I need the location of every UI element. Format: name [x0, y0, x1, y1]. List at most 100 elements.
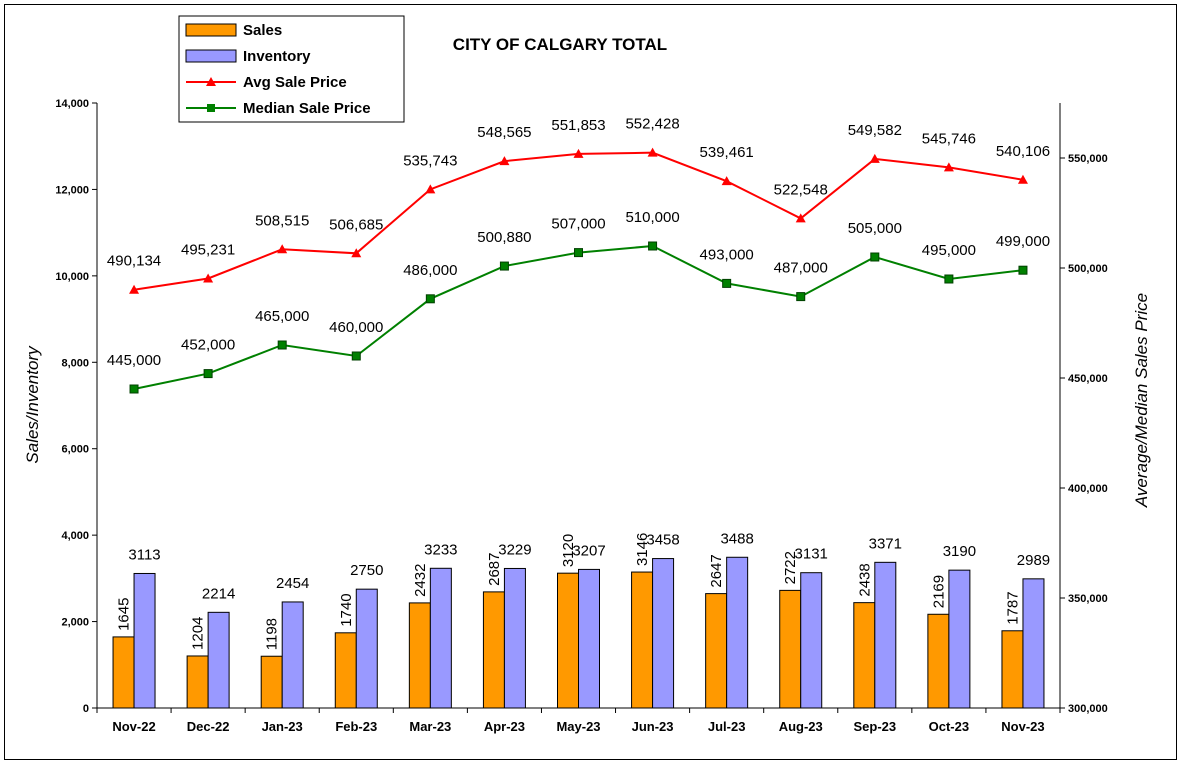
median-price-marker [1018, 265, 1028, 275]
avg-price-marker [943, 162, 954, 172]
avg-price-data-label: 490,134 [107, 253, 161, 270]
left-tick-label: 12,000 [55, 184, 89, 196]
inventory-data-label: 2214 [202, 585, 235, 602]
avg-price-marker [647, 147, 658, 157]
sales-bar [260, 655, 283, 709]
sales-data-label: 1204 [190, 617, 207, 650]
sales-bar [186, 655, 209, 709]
avg-price-marker [277, 244, 288, 254]
sales-data-label: 1645 [116, 598, 133, 631]
avg-price-marker [129, 284, 140, 294]
right-tick-label: 350,000 [1068, 593, 1108, 605]
sales-data-label: 2438 [856, 563, 873, 596]
legend-label: Inventory [243, 48, 311, 65]
median-price-marker [648, 241, 658, 251]
legend-avg-marker [206, 77, 216, 86]
sales-bar [705, 593, 728, 709]
avg-price-data-label: 495,231 [181, 241, 235, 258]
median-price-marker [203, 369, 213, 379]
sales-data-label: 2687 [486, 553, 503, 586]
inventory-data-label: 3458 [646, 532, 679, 549]
inventory-data-label: 3488 [720, 530, 753, 547]
left-tick-label: 4,000 [61, 530, 89, 542]
median-price-data-label: 465,000 [255, 308, 309, 325]
median-price-data-label: 452,000 [181, 337, 235, 354]
inventory-data-label: 2989 [1017, 552, 1050, 569]
median-price-data-label: 507,000 [551, 216, 605, 233]
sales-bar [112, 636, 135, 709]
x-tick-label: Oct-23 [929, 719, 969, 734]
inventory-data-label: 3229 [498, 541, 531, 558]
sales-bar [557, 572, 579, 709]
avg-price-data-label: 551,853 [551, 117, 605, 134]
sales-bar [408, 602, 431, 709]
inventory-data-label: 3207 [572, 542, 605, 559]
x-tick-label: Aug-23 [779, 719, 823, 734]
median-price-data-label: 495,000 [922, 242, 976, 259]
sales-data-label: 2722 [782, 551, 799, 584]
legend-label: Avg Sale Price [243, 74, 347, 91]
sales-data-label: 2169 [930, 575, 947, 608]
legend-label: Median Sale Price [243, 100, 371, 117]
avg-price-marker [721, 176, 732, 186]
x-tick-label: Apr-23 [484, 719, 525, 734]
avg-price-data-label: 548,565 [477, 124, 531, 141]
sales-data-label: 3120 [560, 534, 577, 567]
legend-sales-swatch [185, 23, 237, 37]
avg-price-marker [425, 184, 436, 194]
inventory-data-label: 2750 [350, 562, 383, 579]
right-tick-label: 300,000 [1068, 703, 1108, 715]
x-tick-label: Nov-23 [1001, 719, 1044, 734]
avg-price-marker [499, 156, 510, 166]
avg-price-data-label: 549,582 [848, 122, 902, 139]
avg-price-marker [795, 213, 806, 223]
sales-data-label: 2647 [708, 554, 725, 587]
median-price-data-label: 505,000 [848, 220, 902, 237]
median-price-marker [129, 384, 139, 394]
left-tick-label: 10,000 [55, 271, 89, 283]
inventory-bar [578, 568, 600, 709]
sales-data-label: 2432 [412, 564, 429, 597]
x-tick-label: Mar-23 [409, 719, 451, 734]
x-tick-label: Dec-22 [187, 719, 230, 734]
legend-label: Sales [243, 22, 282, 39]
inventory-data-label: 3113 [128, 546, 160, 563]
avg-price-marker [869, 153, 880, 163]
median-price-marker [796, 292, 806, 302]
inventory-bar [948, 569, 971, 709]
avg-price-data-label: 552,428 [625, 116, 679, 133]
legend-inventory-swatch [185, 49, 237, 63]
inventory-bar [800, 572, 823, 709]
inventory-data-label: 3190 [943, 543, 976, 560]
avg-price-data-label: 539,461 [700, 144, 754, 161]
y-axis-title: Sales/Inventory [23, 345, 42, 464]
sales-bar [779, 589, 802, 709]
x-tick-label: Feb-23 [335, 719, 377, 734]
inventory-data-label: 3371 [869, 535, 902, 552]
left-tick-label: 6,000 [61, 444, 89, 456]
x-tick-label: Jul-23 [708, 719, 746, 734]
x-tick-label: Jun-23 [632, 719, 674, 734]
left-tick-label: 0 [83, 703, 89, 715]
median-price-marker [722, 278, 732, 288]
avg-price-marker [573, 148, 584, 158]
avg-price-marker [203, 273, 214, 283]
avg-price-data-label: 545,746 [922, 130, 976, 147]
sales-data-label: 3146 [634, 533, 651, 566]
inventory-bar [726, 556, 749, 709]
right-tick-label: 500,000 [1068, 263, 1108, 275]
sales-data-label: 1198 [264, 618, 281, 650]
sales-bar [1001, 630, 1024, 709]
median-price-marker [574, 248, 583, 258]
sales-bar [927, 613, 950, 709]
inventory-bar [281, 601, 304, 709]
median-price-data-label: 493,000 [700, 246, 754, 263]
left-tick-label: 2,000 [61, 617, 89, 629]
median-price-data-label: 486,000 [403, 262, 457, 279]
median-price-marker [425, 294, 435, 304]
avg-price-data-label: 522,548 [774, 181, 828, 198]
avg-price-marker [1017, 174, 1028, 184]
median-price-data-label: 487,000 [774, 260, 828, 277]
right-tick-label: 400,000 [1068, 483, 1108, 495]
